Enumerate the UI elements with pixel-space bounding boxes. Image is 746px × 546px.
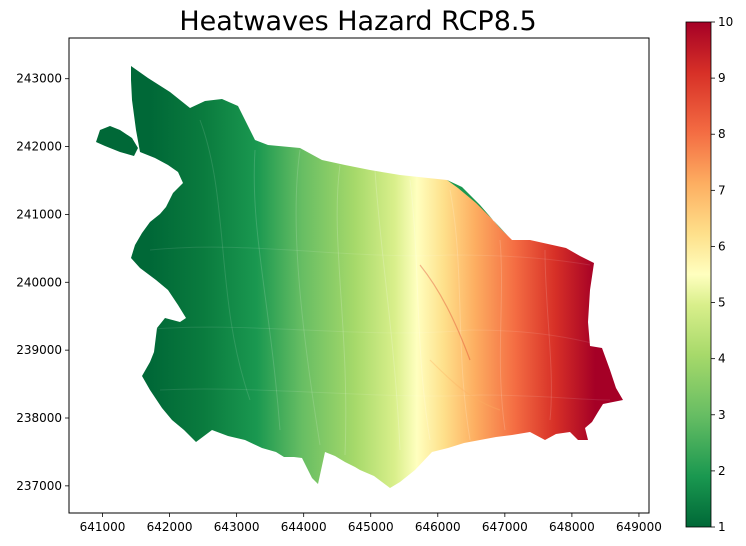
chart-title: Heatwaves Hazard RCP8.5 <box>179 6 536 37</box>
x-tick-label: 648000 <box>549 520 595 534</box>
x-tick-label: 647000 <box>482 520 528 534</box>
x-tick-label: 645000 <box>348 520 394 534</box>
x-tick-label: 646000 <box>415 520 461 534</box>
colorbar-tick-label: 5 <box>718 296 726 310</box>
colorbar-tick-label: 2 <box>718 464 726 478</box>
region-polygon <box>96 66 623 488</box>
y-tick-label: 237000 <box>16 479 62 493</box>
y-tick-label: 240000 <box>16 275 62 289</box>
colorbar-tick-label: 7 <box>718 183 726 197</box>
y-tick-label: 242000 <box>16 140 62 154</box>
x-axis: 641000 642000 643000 644000 645000 646000 6470… <box>80 513 662 534</box>
y-tick-label: 243000 <box>16 72 62 86</box>
x-tick-label: 642000 <box>147 520 193 534</box>
subdivision-lines <box>139 119 611 456</box>
region-layer <box>96 66 623 488</box>
colorbar-ticks: 1 2 3 4 5 6 7 8 9 10 <box>711 15 733 534</box>
colorbar: 1 2 3 4 5 6 7 8 9 10 <box>685 15 733 534</box>
x-tick-label: 643000 <box>214 520 260 534</box>
x-tick-label: 644000 <box>281 520 327 534</box>
colorbar-bar <box>685 21 712 528</box>
colorbar-tick-label: 3 <box>718 408 726 422</box>
x-tick-label: 641000 <box>80 520 126 534</box>
colorbar-tick-label: 4 <box>718 352 726 366</box>
y-tick-label: 238000 <box>16 411 62 425</box>
colorbar-tick-label: 8 <box>718 127 726 141</box>
x-tick-label: 649000 <box>616 520 662 534</box>
y-tick-label: 241000 <box>16 207 62 221</box>
y-axis: 237000 238000 239000 240000 241000 242000 2430… <box>16 72 69 493</box>
colorbar-tick-label: 6 <box>718 239 726 253</box>
y-tick-label: 239000 <box>16 343 62 357</box>
colorbar-tick-label: 1 <box>718 520 726 534</box>
colorbar-tick-label: 9 <box>718 71 726 85</box>
colorbar-tick-label: 10 <box>718 15 733 29</box>
